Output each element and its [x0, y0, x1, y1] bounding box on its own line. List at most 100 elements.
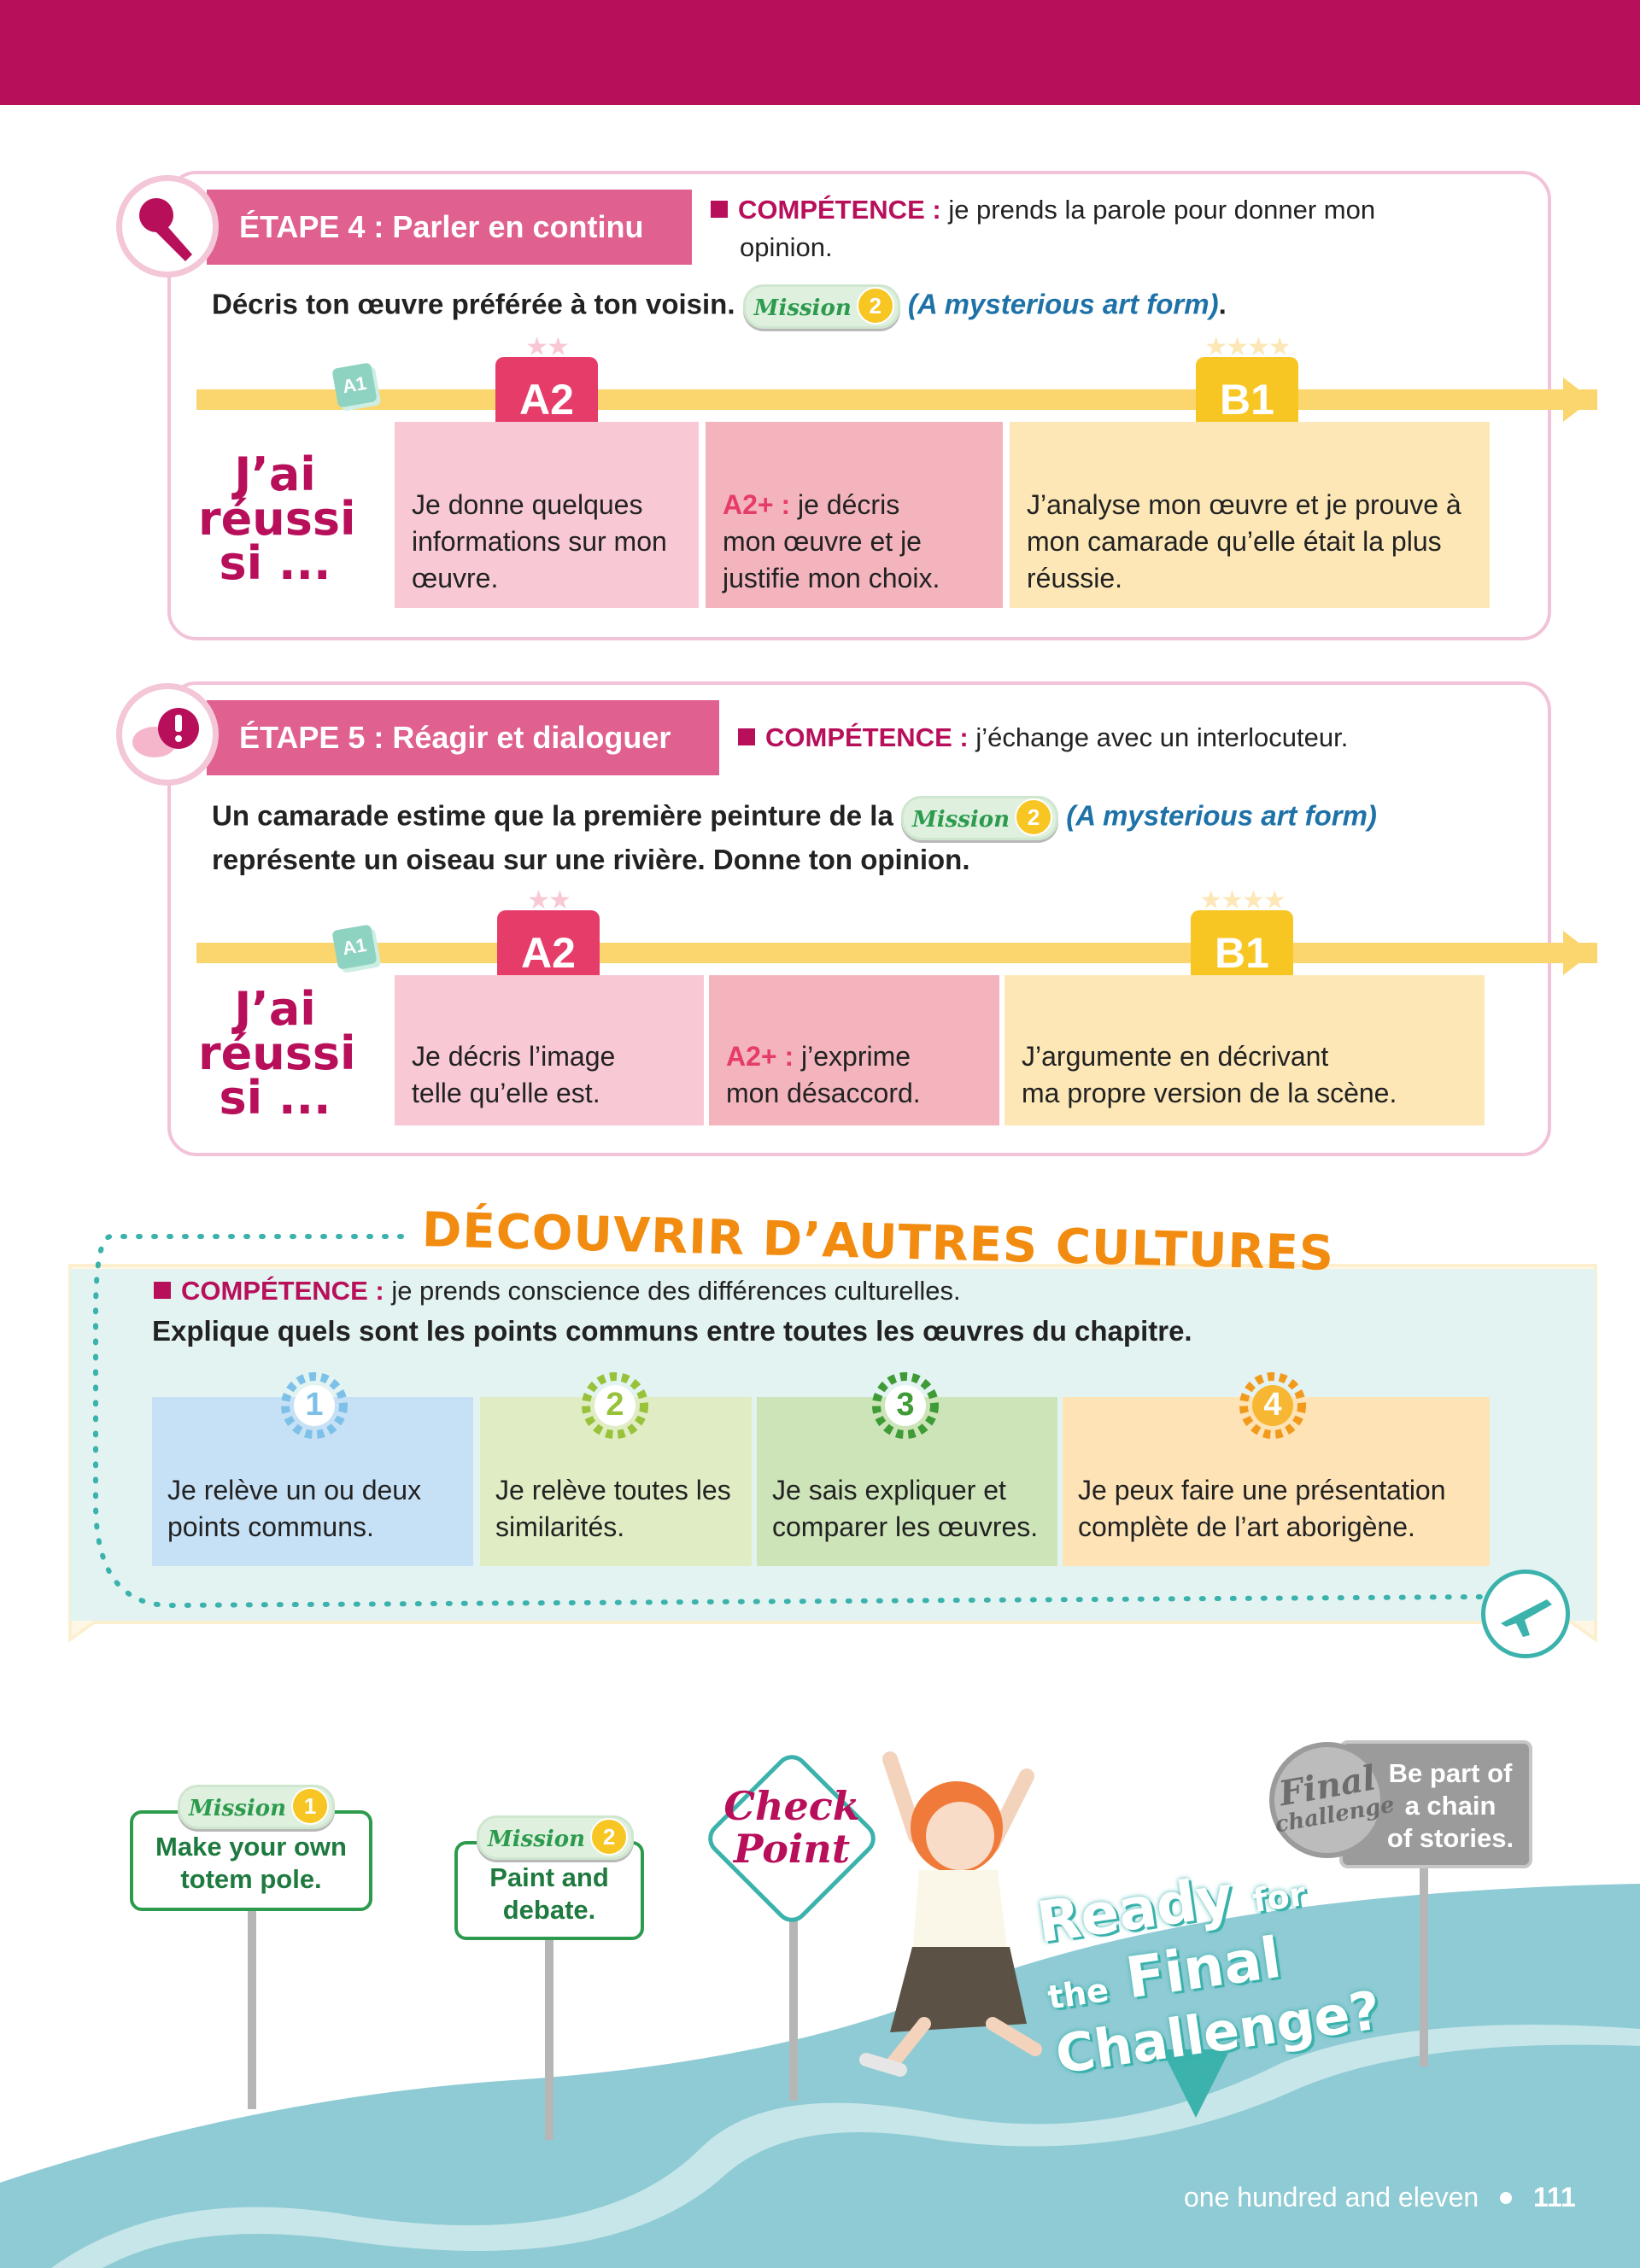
- cell-line: mon œuvre et je: [723, 526, 922, 557]
- cell-line: similarités.: [495, 1511, 625, 1542]
- reussi-line: si ...: [219, 1071, 331, 1125]
- cell-line: Je peux faire une présentation: [1078, 1475, 1446, 1505]
- cell-line: Je décris l’image: [412, 1041, 616, 1072]
- etape5-icon-circle: [116, 683, 219, 786]
- competence-text: je prends la parole pour donner mon: [948, 195, 1376, 225]
- reussi-label: J’ai réussi si ...: [198, 447, 356, 590]
- laurel-number: 2: [606, 1387, 624, 1423]
- etape4-cell-b1: J’analyse mon œuvre et je prouve à mon c…: [1010, 422, 1490, 608]
- square-bullet-icon: [711, 201, 728, 218]
- square-bullet-icon: [738, 728, 755, 745]
- microphone-icon: [139, 198, 192, 261]
- mission-title: (A mysterious art form): [1066, 799, 1377, 832]
- track-arrow-icon: [1563, 931, 1592, 975]
- top-banner: [0, 0, 1640, 105]
- bullet-icon: [1500, 2192, 1513, 2204]
- etape4-title: ÉTAPE 4 : Parler en continu: [207, 190, 692, 265]
- laurel-4-icon: 4: [1232, 1366, 1314, 1448]
- track-arrow-icon: [1563, 377, 1592, 422]
- mission-badge: Mission 2: [742, 284, 900, 329]
- reussi-line: J’ai: [234, 447, 316, 501]
- mission-word: Mission: [912, 807, 1010, 833]
- etape4-cell-a2: Je donne quelques informations sur mon œ…: [395, 422, 699, 608]
- cultures-competence: COMPÉTENCE : je prends conscience des di…: [154, 1272, 1350, 1310]
- sign-line: Make your own: [155, 1832, 347, 1862]
- square-bullet-icon: [154, 1282, 171, 1299]
- culture-level-4: Je peux faire une présentation complète …: [1063, 1397, 1490, 1566]
- mission-number: 1: [291, 1787, 330, 1825]
- competence-text: je prends conscience des différences cul…: [391, 1276, 961, 1306]
- cell-line: justifie mon choix.: [723, 563, 940, 593]
- mission2-badge: Mission 2: [477, 1815, 635, 1860]
- exclamation-bubble-icon: [132, 708, 199, 757]
- task-text: représente un oiseau sur une rivière. Do…: [212, 844, 970, 875]
- plane-icon: [1481, 1569, 1570, 1658]
- competence-text-cont: opinion.: [740, 232, 833, 262]
- cell-line: Je relève un ou deux: [167, 1475, 422, 1505]
- level-track: [196, 389, 1597, 410]
- a1-badge: A1: [331, 362, 378, 408]
- mission-word: Mission: [488, 1827, 586, 1852]
- cell-line: ma propre version de la scène.: [1022, 1078, 1397, 1108]
- competence-label: COMPÉTENCE :: [765, 722, 969, 752]
- cell-line: comparer les œuvres.: [772, 1511, 1039, 1542]
- etape4-icon-circle: [116, 175, 219, 278]
- checkpoint-word: Point: [733, 1826, 851, 1872]
- ready-word: the: [1046, 1971, 1111, 2017]
- etape5-competence: COMPÉTENCE : j’échange avec un interlocu…: [738, 719, 1507, 757]
- cell-line: Je sais expliquer et: [772, 1475, 1006, 1505]
- cell-line: réussie.: [1027, 563, 1123, 593]
- page-footer: one hundred and eleven 111: [1184, 2182, 1576, 2213]
- landscape-bg: [0, 1884, 1640, 2268]
- b1-stars: ★★★★: [1204, 333, 1292, 361]
- sign-line: a chain: [1404, 1791, 1496, 1821]
- mission-number: 2: [590, 1818, 629, 1856]
- ready-marker: [1068, 1896, 1324, 2118]
- cell-line: mon camarade qu’elle était la plus: [1027, 526, 1442, 557]
- cell-line: J’analyse mon œuvre et je prouve à: [1027, 489, 1461, 520]
- etape5-task: Un camarade estime que la première peint…: [212, 796, 1527, 880]
- laurel-1-icon: 1: [273, 1366, 355, 1448]
- mission-title: (A mysterious art form): [907, 288, 1219, 320]
- final-challenge-badge: Final challenge: [1269, 1742, 1397, 1858]
- a2-stars: ★★: [525, 333, 570, 361]
- etape4-cell-a2plus: A2+ : je décris mon œuvre et je justifie…: [706, 422, 1003, 608]
- laurel-2-icon: 2: [574, 1366, 656, 1448]
- sign-pole: [248, 1904, 256, 2109]
- checkpoint-word: Check: [723, 1783, 860, 1829]
- etape4-competence: COMPÉTENCE : je prends la parole pour do…: [711, 191, 1479, 266]
- cell-line: J’argumente en décrivant: [1022, 1041, 1329, 1072]
- etape5-cell-a2plus: A2+ : j’exprime mon désaccord.: [709, 975, 999, 1125]
- sign-pole: [789, 1896, 798, 2101]
- sign-line: of stories.: [1386, 1823, 1514, 1853]
- b1-stars: ★★★★: [1199, 886, 1286, 915]
- a2plus-label: A2+ :: [723, 489, 791, 520]
- checkpoint-label: Check Point: [719, 1785, 864, 1870]
- laurel-3-icon: 3: [864, 1366, 946, 1448]
- culture-level-1: Je relève un ou deux points communs.: [152, 1397, 473, 1566]
- ready-word: for: [1250, 1874, 1308, 1920]
- competence-label: COMPÉTENCE :: [181, 1276, 384, 1306]
- etape5-cell-a2: Je décris l’image telle qu’elle est.: [395, 975, 704, 1125]
- laurel-number: 4: [1263, 1387, 1282, 1423]
- cell-line: Je donne quelques: [412, 489, 643, 520]
- a2plus-label: A2+ :: [726, 1041, 794, 1072]
- reussi-line: si ...: [219, 536, 331, 590]
- task-text: Décris ton œuvre préférée à ton voisin.: [212, 288, 735, 320]
- reussi-line: réussi: [198, 1026, 356, 1080]
- a2-stars: ★★: [527, 886, 571, 915]
- period: .: [1218, 288, 1227, 320]
- laurel-number: 3: [896, 1387, 915, 1423]
- cell-line: j’exprime: [794, 1041, 911, 1072]
- cultures-task: Explique quels sont les points communs e…: [152, 1315, 1192, 1347]
- a1-badge: A1: [331, 924, 378, 970]
- competence-label: COMPÉTENCE :: [738, 195, 941, 225]
- mission1-sign: Make your own totem pole.: [130, 1810, 372, 1911]
- sign-line: debate.: [502, 1895, 596, 1925]
- cell-line: mon désaccord.: [726, 1078, 921, 1108]
- cell-line: points communs.: [167, 1511, 374, 1542]
- reussi-label: J’ai réussi si ...: [198, 986, 356, 1125]
- etape5-cell-b1: J’argumente en décrivant ma propre versi…: [1004, 975, 1485, 1125]
- reussi-line: réussi: [198, 492, 356, 546]
- mission-word: Mission: [189, 1796, 287, 1821]
